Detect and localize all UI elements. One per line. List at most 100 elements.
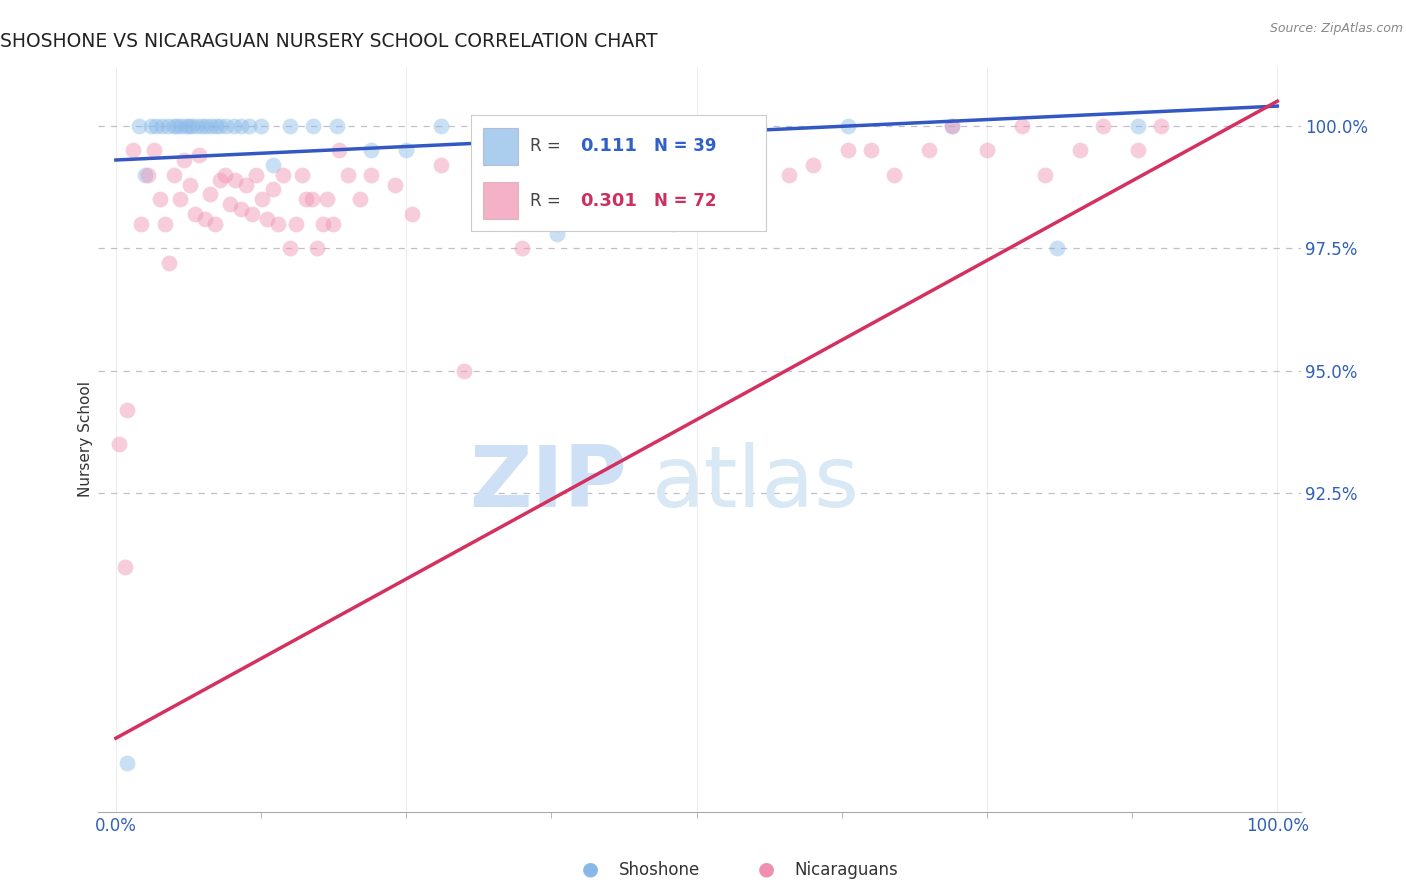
Point xyxy=(395,143,418,157)
Point xyxy=(114,559,136,574)
Point xyxy=(837,119,859,133)
Point xyxy=(569,192,592,206)
Point xyxy=(194,211,217,226)
Text: Source: ZipAtlas.com: Source: ZipAtlas.com xyxy=(1270,22,1403,36)
Point xyxy=(108,437,131,451)
Point xyxy=(1126,143,1149,157)
Point xyxy=(174,119,197,133)
Text: ●: ● xyxy=(582,860,599,879)
Point xyxy=(360,168,382,182)
Point xyxy=(301,192,323,206)
Point xyxy=(430,119,453,133)
Point xyxy=(302,119,325,133)
Point xyxy=(291,168,314,182)
Point xyxy=(278,119,301,133)
Point xyxy=(173,153,195,167)
Point xyxy=(401,207,423,221)
Point xyxy=(349,192,371,206)
FancyBboxPatch shape xyxy=(482,128,519,165)
Point xyxy=(200,119,222,133)
Point xyxy=(235,178,257,192)
Point xyxy=(801,158,824,172)
Point xyxy=(204,217,226,231)
Point xyxy=(240,207,263,221)
Point xyxy=(1046,241,1069,255)
Point xyxy=(430,158,453,172)
Point xyxy=(209,172,232,186)
Point xyxy=(256,211,278,226)
Point xyxy=(262,182,284,196)
Point xyxy=(170,119,193,133)
Point xyxy=(976,143,998,157)
Point xyxy=(278,241,301,255)
Point xyxy=(131,217,153,231)
Point xyxy=(157,256,180,270)
Point xyxy=(231,119,253,133)
Point xyxy=(198,187,221,202)
Point xyxy=(181,119,204,133)
Point xyxy=(546,217,568,231)
Point xyxy=(214,168,236,182)
Point xyxy=(231,202,253,216)
Point xyxy=(322,217,344,231)
Point xyxy=(157,119,180,133)
Point xyxy=(316,192,339,206)
Text: Shoshone: Shoshone xyxy=(619,861,700,879)
Point xyxy=(163,168,186,182)
Point xyxy=(453,364,475,378)
Text: 0.301: 0.301 xyxy=(581,192,637,210)
Point xyxy=(731,119,754,133)
Point xyxy=(941,119,963,133)
Point xyxy=(1011,119,1033,133)
Text: 0.111: 0.111 xyxy=(581,137,637,155)
Point xyxy=(177,119,200,133)
Point xyxy=(166,119,188,133)
Point xyxy=(512,241,534,255)
Point xyxy=(117,403,139,417)
Point xyxy=(837,143,859,157)
Point xyxy=(616,119,638,133)
Point xyxy=(195,119,218,133)
Point xyxy=(284,217,307,231)
FancyBboxPatch shape xyxy=(482,182,519,219)
Point xyxy=(188,148,211,162)
Point xyxy=(1150,119,1173,133)
Point xyxy=(1033,168,1056,182)
Point xyxy=(311,217,333,231)
Point xyxy=(477,119,499,133)
Text: SHOSHONE VS NICARAGUAN NURSERY SCHOOL CORRELATION CHART: SHOSHONE VS NICARAGUAN NURSERY SCHOOL CO… xyxy=(0,32,658,52)
Text: ●: ● xyxy=(758,860,775,879)
Text: R =: R = xyxy=(530,137,561,155)
Point xyxy=(145,119,167,133)
Point xyxy=(218,197,240,211)
Point xyxy=(384,178,406,192)
Point xyxy=(709,168,731,182)
Point xyxy=(859,143,882,157)
Text: Nicaraguans: Nicaraguans xyxy=(794,861,898,879)
Point xyxy=(918,143,941,157)
Point xyxy=(295,192,318,206)
Text: atlas: atlas xyxy=(651,442,859,525)
Point xyxy=(592,168,614,182)
Point xyxy=(139,119,162,133)
Point xyxy=(184,207,207,221)
Text: R =: R = xyxy=(530,192,561,210)
Point xyxy=(250,119,273,133)
Point xyxy=(337,168,360,182)
Point xyxy=(122,143,145,157)
Point xyxy=(179,178,201,192)
Text: N = 72: N = 72 xyxy=(654,192,716,210)
Text: N = 39: N = 39 xyxy=(654,137,716,155)
Point xyxy=(209,119,232,133)
Point xyxy=(138,168,160,182)
Point xyxy=(685,168,707,182)
Point xyxy=(117,756,139,770)
Text: ZIP: ZIP xyxy=(470,442,627,525)
Point xyxy=(134,168,156,182)
Point xyxy=(883,168,905,182)
Point xyxy=(169,192,191,206)
Point xyxy=(128,119,150,133)
Point xyxy=(150,119,173,133)
Point xyxy=(360,143,382,157)
Point xyxy=(262,158,284,172)
